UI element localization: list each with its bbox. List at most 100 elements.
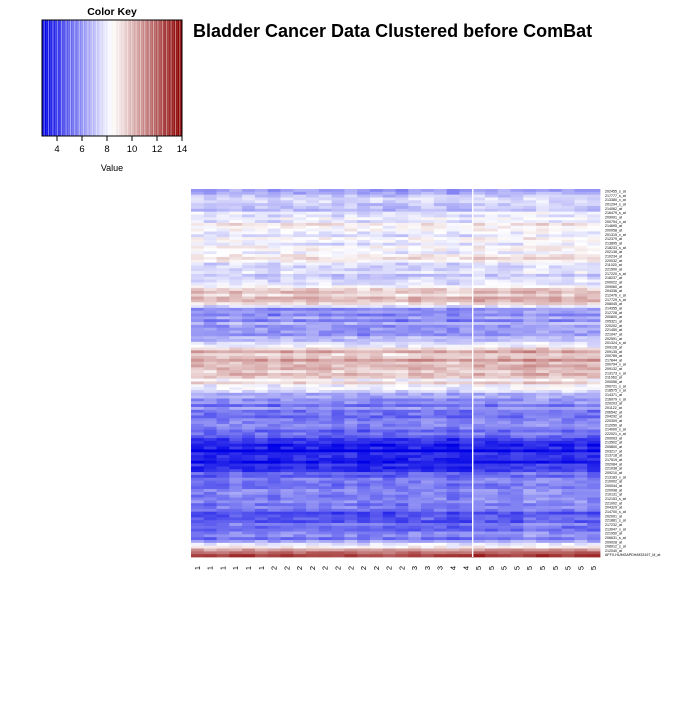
heatmap-cell xyxy=(242,364,256,368)
heatmap-cell xyxy=(459,497,473,501)
heatmap-cell xyxy=(242,494,256,498)
heatmap-cell xyxy=(548,463,563,467)
heatmap-cell xyxy=(331,457,345,462)
heatmap-cell xyxy=(395,336,409,340)
heatmap-cell xyxy=(331,401,345,405)
heatmap-cell xyxy=(408,336,422,340)
heatmap-cell xyxy=(242,231,256,235)
heatmap-cell xyxy=(484,231,499,235)
heatmap-cell xyxy=(191,500,205,504)
heatmap-cell xyxy=(587,220,601,224)
heatmap-cell xyxy=(331,189,345,193)
heatmap-cell xyxy=(267,452,281,456)
heatmap-cell xyxy=(318,429,332,433)
heatmap-cell xyxy=(254,497,269,501)
heatmap-cell xyxy=(357,293,371,297)
heatmap-cell xyxy=(408,520,422,524)
heatmap-cell xyxy=(242,189,256,193)
heatmap-cell xyxy=(510,203,524,207)
row-label: 200044_at xyxy=(605,484,622,488)
heatmap-cell xyxy=(344,268,358,272)
heatmap-cell xyxy=(421,271,435,275)
heatmap-cell xyxy=(497,537,511,541)
heatmap-cell xyxy=(318,200,332,204)
heatmap-cell xyxy=(229,358,243,363)
heatmap-cell xyxy=(484,463,499,467)
heatmap-cell xyxy=(574,290,588,295)
heatmap-cell xyxy=(306,310,320,314)
heatmap-cell xyxy=(254,256,269,261)
heatmap-cell xyxy=(369,406,384,411)
heatmap-cell xyxy=(203,259,217,263)
heatmap-cell xyxy=(421,440,435,445)
heatmap-cell xyxy=(331,282,345,286)
heatmap-cell xyxy=(306,440,320,445)
heatmap-cell xyxy=(280,474,294,479)
heatmap-cell xyxy=(421,463,435,467)
heatmap-cell xyxy=(216,222,230,227)
heatmap-cell xyxy=(267,262,281,266)
heatmap-cell xyxy=(497,347,511,351)
heatmap-cell xyxy=(421,531,435,535)
heatmap-cell xyxy=(191,378,205,382)
heatmap-cell xyxy=(293,353,307,357)
heatmap-cell xyxy=(229,197,243,201)
heatmap-cell xyxy=(459,251,473,255)
heatmap-cell xyxy=(369,477,384,481)
heatmap-cell xyxy=(229,319,243,323)
heatmap-cell xyxy=(267,497,281,501)
heatmap-cell xyxy=(561,523,575,527)
heatmap-cell xyxy=(433,353,448,357)
heatmap-cell xyxy=(254,220,269,224)
heatmap-cell xyxy=(331,194,345,198)
heatmap-cell xyxy=(421,330,435,334)
heatmap-cell xyxy=(536,497,550,501)
heatmap-cell xyxy=(497,506,511,510)
heatmap-cell xyxy=(357,307,371,312)
heatmap-cell xyxy=(203,302,217,306)
heatmap-cell xyxy=(203,398,217,402)
heatmap-cell xyxy=(382,409,396,414)
heatmap-cell xyxy=(561,545,575,549)
heatmap-cell xyxy=(574,421,588,425)
heatmap-cell xyxy=(510,525,524,530)
heatmap-cell xyxy=(229,432,243,436)
column-label: 1 xyxy=(218,566,227,570)
heatmap-cell xyxy=(382,310,396,314)
heatmap-cell xyxy=(561,517,575,521)
heatmap-cell xyxy=(408,528,422,532)
heatmap-cell xyxy=(344,211,358,215)
heatmap-cell xyxy=(421,466,435,470)
heatmap-cell xyxy=(548,415,563,419)
heatmap-cell xyxy=(472,531,486,535)
heatmap-cell xyxy=(369,322,384,326)
heatmap-cell xyxy=(433,446,448,450)
heatmap-cell xyxy=(408,423,422,428)
heatmap-cell xyxy=(459,194,473,198)
heatmap-cell xyxy=(395,520,409,524)
heatmap-cell xyxy=(369,500,384,504)
heatmap-cell xyxy=(510,302,524,306)
heatmap-cell xyxy=(446,282,460,286)
heatmap-cell xyxy=(408,421,422,425)
heatmap-cell xyxy=(523,404,537,408)
heatmap-cell xyxy=(548,514,563,518)
heatmap-cell xyxy=(587,324,601,329)
heatmap-cell xyxy=(293,231,307,235)
heatmap-cell xyxy=(306,491,320,496)
heatmap-cell xyxy=(561,398,575,402)
heatmap-cell xyxy=(369,503,384,507)
heatmap-cell xyxy=(446,435,460,439)
heatmap-cell xyxy=(472,429,486,433)
heatmap-cell xyxy=(421,350,435,354)
heatmap-cell xyxy=(484,268,499,272)
heatmap-cell xyxy=(369,197,384,201)
heatmap-cell xyxy=(267,228,281,232)
heatmap-cell xyxy=(242,313,256,317)
heatmap-cell xyxy=(229,443,243,447)
heatmap-cell xyxy=(484,520,499,524)
heatmap-cell xyxy=(459,214,473,218)
heatmap-cell xyxy=(242,489,256,493)
heatmap-cell xyxy=(433,517,448,521)
heatmap-cell xyxy=(280,415,294,419)
